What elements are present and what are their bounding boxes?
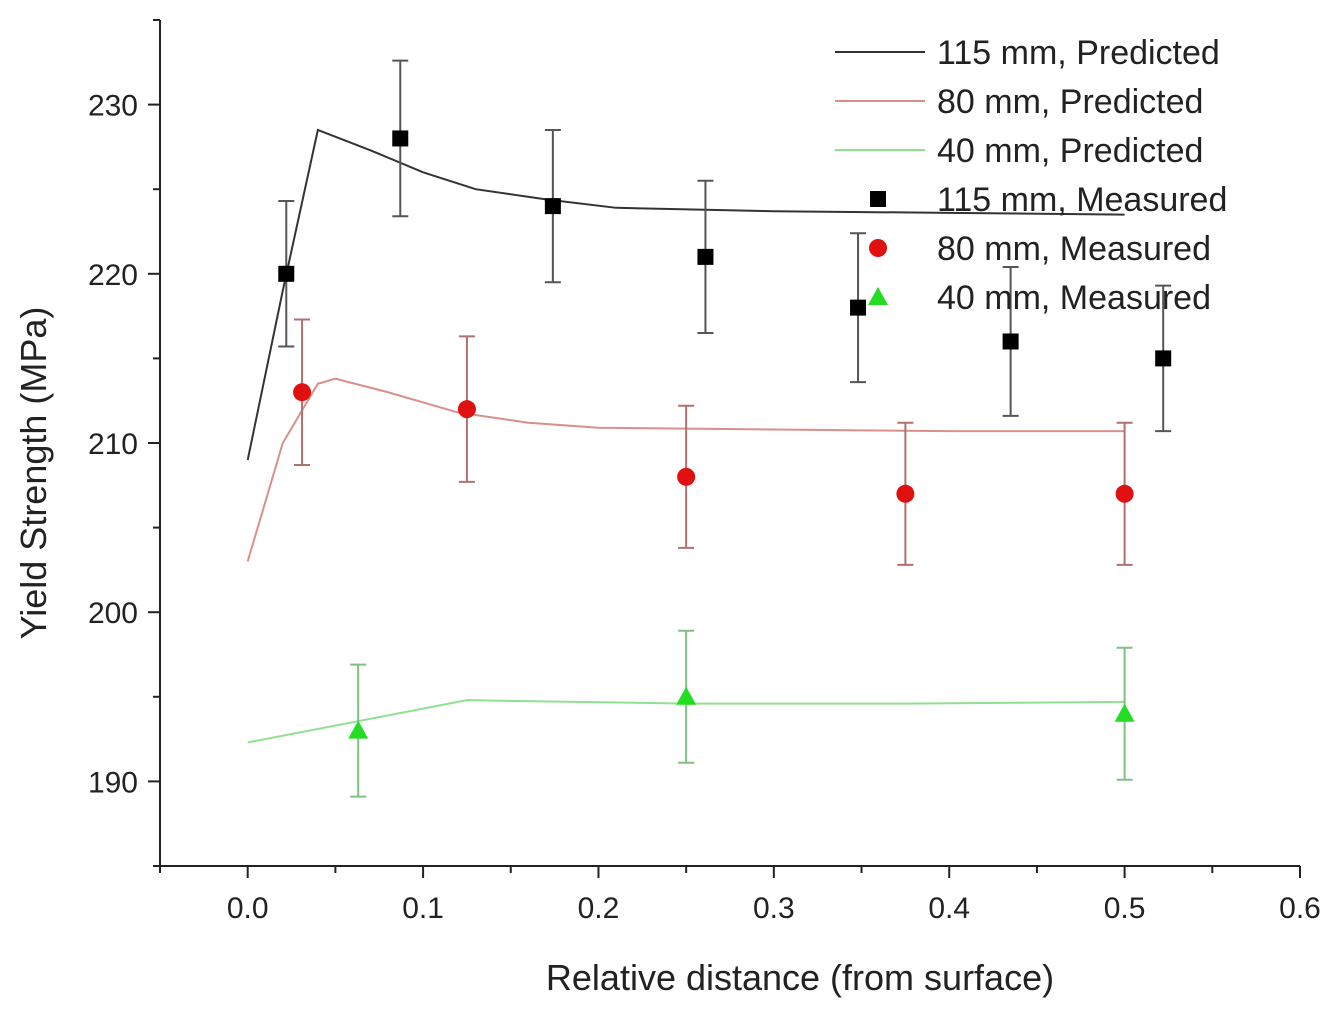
legend-label: 80 mm, Measured bbox=[937, 230, 1211, 268]
x-tick-label: 0.0 bbox=[227, 892, 269, 925]
legend-swatch-marker bbox=[869, 239, 887, 257]
y-tick-label: 220 bbox=[88, 259, 138, 292]
measured-point bbox=[1114, 703, 1135, 722]
legend-swatch-marker bbox=[870, 191, 886, 207]
legend: 115 mm, Predicted 80 mm, Predicted 40 mm, … bbox=[835, 34, 1227, 317]
x-tick-label: 0.2 bbox=[578, 892, 620, 925]
y-ticks: 190 200 210 220 230 bbox=[88, 19, 160, 867]
x-tick-label: 0.6 bbox=[1279, 892, 1321, 925]
x-axis-title: Relative distance (from surface) bbox=[546, 957, 1054, 998]
y-tick-label: 230 bbox=[88, 90, 138, 123]
measured-point bbox=[544, 198, 561, 215]
legend-item: 115 mm, Predicted bbox=[835, 34, 1220, 72]
predicted-line bbox=[247, 699, 1125, 744]
series-1 bbox=[246, 377, 1125, 562]
measured-point bbox=[1002, 333, 1019, 350]
legend-label: 40 mm, Predicted bbox=[937, 132, 1203, 170]
measured-point bbox=[457, 400, 476, 419]
y-tick-label: 200 bbox=[88, 597, 138, 630]
x-ticks: 0.0 0.1 0.2 0.3 0.4 0.5 0.6 bbox=[159, 866, 1321, 925]
legend-label: 80 mm, Predicted bbox=[937, 83, 1203, 121]
legend-item: 80 mm, Predicted bbox=[835, 83, 1203, 121]
legend-label: 40 mm, Measured bbox=[937, 279, 1211, 317]
series-4 bbox=[293, 318, 1134, 566]
y-tick-label: 210 bbox=[88, 428, 138, 461]
measured-point bbox=[348, 720, 369, 739]
series-5 bbox=[348, 629, 1135, 798]
legend-item: 80 mm, Measured bbox=[869, 230, 1211, 268]
y-tick-label: 190 bbox=[88, 766, 138, 799]
legend-label: 115 mm, Predicted bbox=[937, 34, 1220, 72]
legend-label: 115 mm, Measured bbox=[937, 181, 1227, 219]
measured-point bbox=[1155, 350, 1172, 367]
series-2 bbox=[247, 699, 1125, 744]
y-axis-title: Yield Strength (MPa) bbox=[13, 307, 54, 640]
legend-swatch-marker bbox=[868, 287, 888, 305]
measured-point bbox=[850, 299, 867, 316]
measured-point bbox=[392, 130, 409, 147]
legend-item: 115 mm, Measured bbox=[870, 181, 1227, 219]
x-tick-label: 0.1 bbox=[402, 892, 444, 925]
measured-point bbox=[293, 383, 312, 402]
series-3 bbox=[278, 59, 1172, 433]
measured-point bbox=[697, 248, 714, 265]
measured-point bbox=[278, 265, 295, 282]
x-tick-label: 0.5 bbox=[1104, 892, 1146, 925]
predicted-line bbox=[246, 128, 1125, 461]
x-tick-label: 0.3 bbox=[753, 892, 795, 925]
measured-point bbox=[896, 484, 915, 503]
legend-item: 40 mm, Predicted bbox=[835, 132, 1203, 170]
predicted-line bbox=[246, 377, 1125, 562]
x-tick-label: 0.4 bbox=[928, 892, 970, 925]
measured-point bbox=[676, 686, 697, 705]
measured-point bbox=[1115, 484, 1134, 503]
legend-item: 40 mm, Measured bbox=[868, 279, 1211, 317]
plot-area bbox=[246, 59, 1172, 798]
axes: 0.0 0.1 0.2 0.3 0.4 0.5 0.6 190 200 210 220 230 bbox=[88, 19, 1321, 925]
measured-point bbox=[677, 467, 696, 486]
series-0 bbox=[246, 128, 1125, 461]
